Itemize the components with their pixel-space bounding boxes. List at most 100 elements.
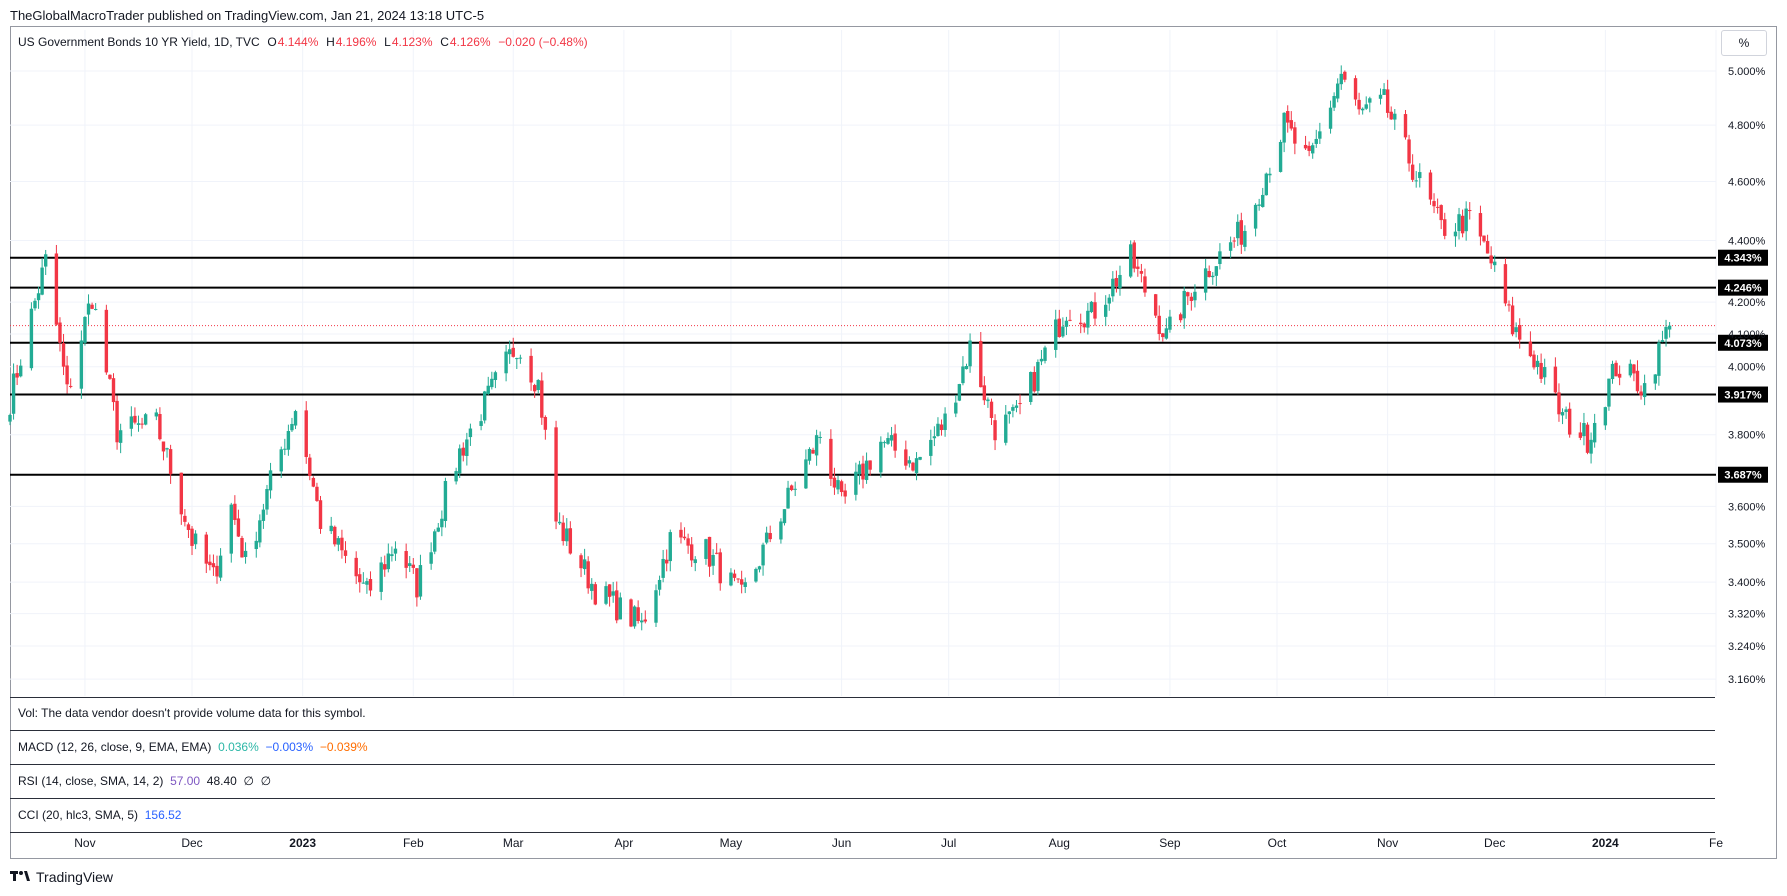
candle-body: [29, 308, 34, 369]
candle-body: [215, 565, 219, 577]
symbol-name: US Government Bonds 10 YR Yield, 1D, TVC: [18, 35, 260, 49]
candle-body: [1093, 302, 1097, 319]
candle-body: [365, 581, 369, 585]
pane-separator: [10, 764, 1715, 765]
candle-body: [408, 563, 412, 567]
candle-body: [693, 559, 697, 564]
candle-body: [1493, 261, 1497, 266]
candle-body: [1385, 89, 1390, 113]
candle-body: [1410, 164, 1415, 180]
candle-body: [832, 477, 837, 488]
candle-body: [486, 385, 490, 394]
candle-body: [368, 579, 373, 591]
candle-body: [939, 424, 944, 431]
candle-body: [186, 524, 191, 530]
candle-body: [836, 480, 840, 490]
tradingview-logo-icon: [10, 868, 32, 885]
candle-body: [782, 509, 787, 524]
candle-body: [1318, 131, 1322, 139]
candle-body: [714, 552, 719, 554]
x-tick-label: Sep: [1159, 836, 1181, 850]
candle-body: [1664, 326, 1668, 339]
candle-body: [143, 414, 148, 425]
percent-scale-button[interactable]: %: [1721, 30, 1767, 56]
candle-body: [1193, 291, 1197, 301]
tradingview-logo[interactable]: TradingView: [10, 868, 113, 885]
candle-body: [968, 340, 972, 367]
candle-body: [993, 420, 997, 441]
candle-body: [40, 267, 44, 295]
candle-body: [532, 385, 537, 392]
pane-separator: [10, 798, 1715, 799]
candle-body: [1289, 120, 1293, 129]
candle-body: [304, 410, 308, 458]
candle-body: [764, 532, 769, 543]
pane-separator: [10, 697, 1715, 698]
low-label: L: [384, 35, 391, 49]
candle-body: [1004, 414, 1008, 443]
candle-body: [1610, 363, 1615, 380]
candle-body: [415, 568, 419, 598]
candle-body: [386, 553, 391, 570]
candle-body: [1642, 383, 1647, 398]
candle-body: [936, 423, 940, 436]
y-tick-label: 4.200%: [1728, 297, 1766, 309]
high-label: H: [326, 35, 335, 49]
candle-body: [804, 459, 808, 489]
candle-body: [1007, 411, 1012, 415]
candle-body: [1168, 316, 1172, 330]
candle-body: [104, 309, 109, 373]
candle-body: [704, 539, 708, 559]
volume-pane-label: Vol: The data vendor doesn't provide vol…: [18, 706, 366, 720]
candle-body: [1286, 111, 1290, 123]
candle-body: [643, 619, 647, 622]
candle-body: [343, 550, 348, 556]
candle-body: [1485, 241, 1490, 254]
candle-body: [1143, 276, 1147, 293]
candle-body: [1111, 278, 1115, 297]
rsi-extra-2: ∅: [260, 774, 272, 788]
pane-separator: [10, 832, 1715, 833]
price-axis: 3.160% 3.240% 3.320% 3.400% 3.500% 3.600% 3.80…: [1728, 66, 1766, 686]
candle-body: [768, 533, 772, 540]
candle-body: [1232, 240, 1236, 242]
level-price-tag: [1718, 249, 1768, 266]
candle-body: [914, 458, 919, 474]
candle-body: [1639, 391, 1643, 396]
candle-body: [329, 525, 333, 532]
candle-body: [111, 378, 116, 403]
candle-body: [682, 536, 687, 539]
candle-body: [754, 568, 758, 582]
candle-body: [889, 435, 894, 441]
candle-body: [140, 423, 144, 425]
candle-body: [265, 489, 269, 510]
x-tick-label: Feb: [403, 836, 424, 850]
candle-body: [818, 436, 822, 438]
candle-body: [568, 528, 573, 554]
candle-body: [729, 572, 733, 586]
candle-body: [136, 423, 141, 425]
x-tick-label: Jun: [832, 836, 851, 850]
x-tick-label: Jul: [941, 836, 956, 850]
rsi-pane-legend: RSI (14, close, SMA, 14, 2) 57.00 48.40 …: [18, 774, 271, 788]
candle-body: [911, 462, 915, 471]
candle-body: [1510, 305, 1515, 335]
candle-body: [1079, 322, 1083, 325]
open-value: 4.144%: [277, 35, 319, 49]
candle-body: [118, 430, 123, 443]
open-label: O: [267, 35, 277, 49]
candle-body: [165, 448, 169, 450]
candle-body: [507, 349, 512, 355]
candle-body: [1539, 362, 1543, 379]
candle-body: [393, 548, 398, 554]
candle-body: [1407, 139, 1411, 164]
candle-body: [1478, 213, 1483, 237]
candle-body: [1635, 370, 1640, 392]
candle-body: [404, 551, 408, 568]
candle-body: [108, 374, 112, 379]
candle-body: [1382, 89, 1386, 95]
candle-body: [882, 442, 887, 444]
rsi-label: RSI (14, close, SMA, 14, 2): [18, 774, 164, 788]
candle-body: [590, 583, 594, 591]
